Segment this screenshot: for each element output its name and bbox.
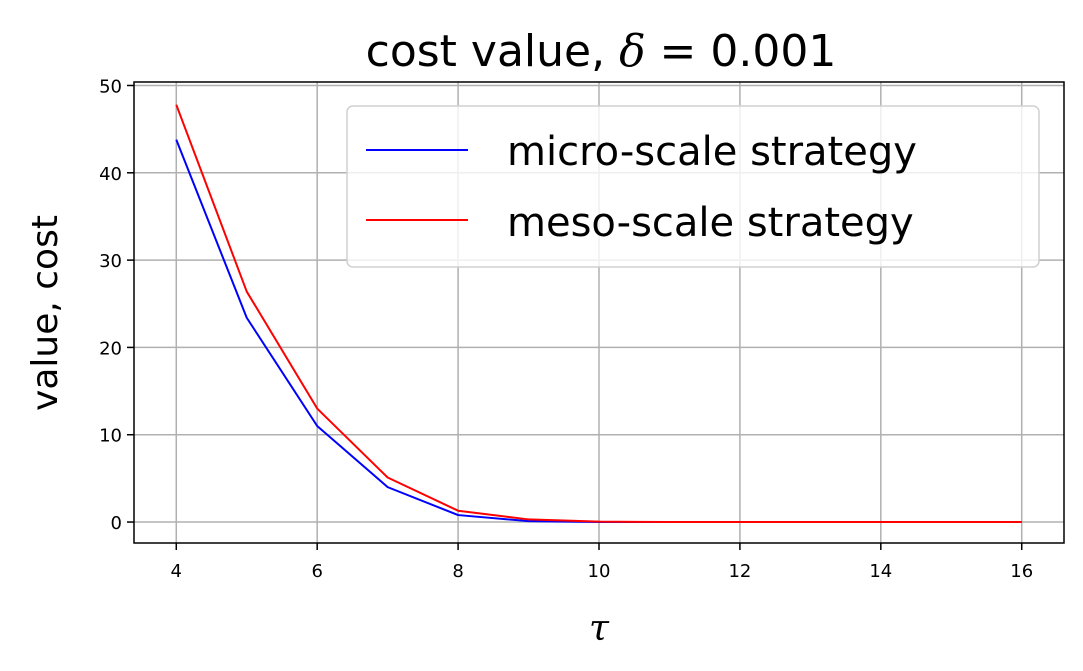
chart-title-symbol: δ — [619, 26, 646, 77]
y-tick-label: 10 — [99, 426, 122, 447]
series-line-meso-scale — [175, 104, 1022, 524]
y-tick-label: 20 — [99, 338, 122, 359]
chart-title: cost value, δ = 0.001 — [366, 26, 837, 77]
legend: micro-scale strategy meso-scale strategy — [346, 105, 1040, 268]
y-tick-label: 40 — [99, 164, 122, 185]
y-tick-label: 50 — [99, 76, 122, 97]
x-tick-label: 16 — [1010, 561, 1033, 582]
legend-label-micro-scale: micro-scale strategy — [507, 129, 917, 175]
chart-title-prefix: cost value, — [366, 26, 619, 77]
series-group — [175, 104, 1022, 524]
x-tick-label: 12 — [728, 561, 751, 582]
x-axis-label: τ — [589, 608, 610, 649]
x-tick-label: 6 — [311, 561, 322, 582]
x-tick-label: 4 — [171, 561, 182, 582]
y-axis-label: value, cost — [25, 215, 66, 411]
chart-title-suffix: = 0.001 — [646, 26, 837, 77]
x-tick-label: 10 — [588, 561, 611, 582]
x-tick-label: 14 — [869, 561, 892, 582]
y-tick-label: 0 — [111, 513, 122, 534]
ticks-group: 4 6 8 10 12 14 16 0 10 20 30 40 50 — [99, 76, 1033, 582]
x-tick-label: 8 — [452, 561, 463, 582]
y-tick-label: 30 — [99, 251, 122, 272]
legend-box — [346, 105, 1040, 268]
legend-label-meso-scale: meso-scale strategy — [507, 200, 914, 246]
